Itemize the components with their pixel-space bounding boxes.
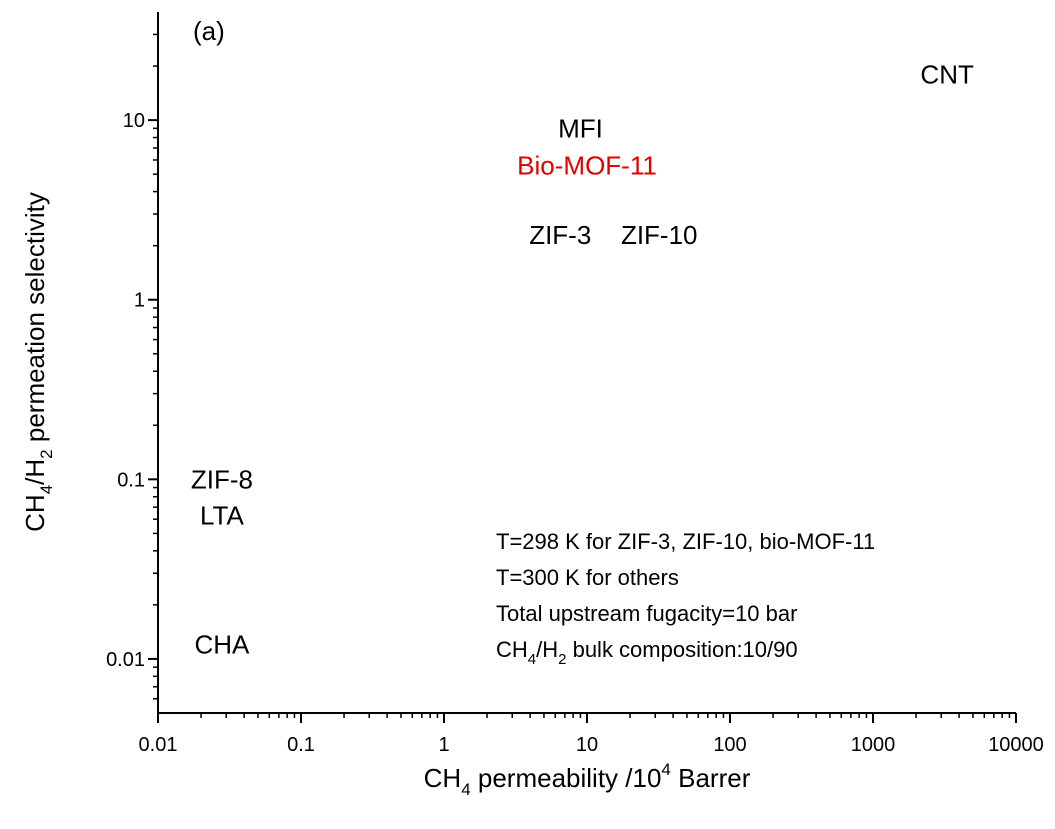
note-line-1: T=298 K for ZIF-3, ZIF-10, bio-MOF-11 [496, 529, 875, 554]
y-axis-title: CH4/H2 permeation selectivity [20, 192, 56, 532]
data-point-label: LTA [200, 500, 244, 530]
data-point-labels: CNT MFI Bio-MOF-11 ZIF-3 ZIF-10 ZIF-8 LTA CHA [191, 59, 974, 659]
note-line-3: Total upstream fugacity=10 bar [496, 601, 797, 626]
data-point-label: CHA [194, 630, 250, 660]
x-tick-label: 10000 [988, 734, 1044, 756]
ticks [148, 33, 1017, 723]
x-tick-label: 1000 [851, 734, 896, 756]
panel-label: (a) [193, 16, 225, 46]
note-line-4: CH4/H2 bulk composition:10/90 [496, 637, 798, 668]
data-point-label: MFI [558, 113, 603, 143]
y-tick-label: 0.01 [106, 649, 145, 671]
x-axis-title: CH4 permeability /104 Barrer [424, 760, 751, 799]
x-tick-label: 0.1 [287, 734, 315, 756]
data-point-label: CNT [920, 59, 974, 89]
data-point-label: ZIF-10 [621, 220, 698, 250]
x-tick-label: 1 [438, 734, 449, 756]
y-tick-label: 0.1 [117, 469, 145, 491]
data-point-label: Bio-MOF-11 [517, 150, 657, 180]
x-tick-label: 100 [713, 734, 746, 756]
x-tick-label: 0.01 [139, 734, 178, 756]
data-point-label: ZIF-3 [529, 220, 591, 250]
note-line-2: T=300 K for others [496, 565, 679, 590]
data-point-label: ZIF-8 [191, 464, 253, 494]
conditions-note: T=298 K for ZIF-3, ZIF-10, bio-MOF-11 T=… [496, 529, 875, 668]
x-tick-label: 10 [576, 734, 598, 756]
y-tick-label: 1 [134, 290, 145, 312]
tick-labels: 0.01 0.1 1 10 100 1000 10000 0.01 0.1 1 10 [106, 110, 1044, 756]
y-tick-label: 10 [123, 110, 145, 132]
